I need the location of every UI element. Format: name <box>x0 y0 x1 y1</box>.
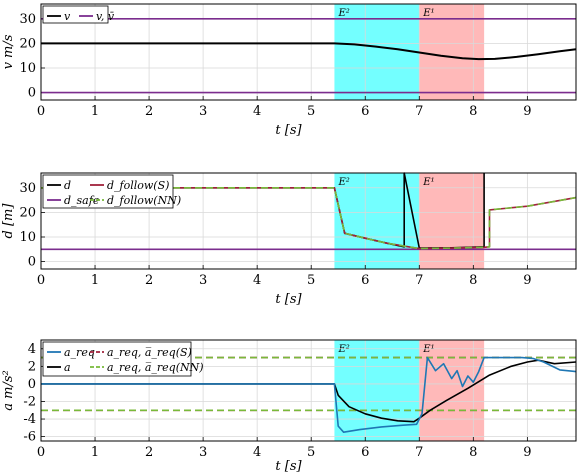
series-line-4 <box>41 187 577 250</box>
x-tick-label: 3 <box>199 104 207 119</box>
legend-entry-label: d_safe <box>64 194 100 207</box>
legend-entry-label: a_req <box>64 346 95 359</box>
y-tick-label: 4 <box>28 342 36 357</box>
x-tick-label: 0 <box>37 104 45 119</box>
series-line-1 <box>41 356 577 434</box>
event-region-label: E² <box>337 344 349 355</box>
y-tick-label: 20 <box>19 205 36 220</box>
y-tick-label: 30 <box>19 12 36 27</box>
legend-entry-label: d <box>64 179 71 192</box>
x-axis-label: t [s] <box>275 123 302 138</box>
x-tick-label: 3 <box>199 445 207 460</box>
legend-entry-label: a_req, a̅_req(NN) <box>107 361 204 374</box>
plot-area <box>41 4 576 100</box>
legend-entry-label: d_follow(S) <box>107 179 169 192</box>
plot-frame <box>40 3 577 101</box>
x-tick-label: 4 <box>253 445 261 460</box>
event-region-label: E¹ <box>422 344 434 355</box>
legend-entry-label: d_follow(NN) <box>107 194 181 207</box>
y-tick-label: 0 <box>28 377 36 392</box>
x-tick-label: 1 <box>91 273 99 288</box>
x-axis-label: t [s] <box>275 292 302 307</box>
x-axis-label: t [s] <box>275 459 302 474</box>
chart-panel-1: E² E¹ 0 1 2 3 4 5 6 7 8 9 0 10 20 30 v v, v̄ t [s] v m/s <box>1 3 577 138</box>
x-tick-label: 8 <box>469 445 477 460</box>
y-tick-label: 10 <box>19 230 36 245</box>
x-tick-label: 2 <box>145 273 153 288</box>
legend-box <box>42 341 192 377</box>
plot-frame <box>40 172 577 270</box>
x-tick-label: 6 <box>361 104 369 119</box>
event-region-label: E² <box>337 177 349 188</box>
chart-panel-3: E² E¹ 0 1 2 3 4 5 6 7 8 9 -6 -4 -2 0 2 4 a_req a_req, a̅_re… <box>1 339 577 474</box>
y-axis-label: d [m] <box>1 203 16 239</box>
y-tick-label: 0 <box>28 255 36 270</box>
x-tick-label: 8 <box>469 273 477 288</box>
y-tick-label: 0 <box>28 86 36 101</box>
x-tick-label: 5 <box>307 445 315 460</box>
x-tick-label: 7 <box>415 104 423 119</box>
series-line-4 <box>41 359 577 423</box>
series-line-1 <box>41 42 577 61</box>
x-tick-label: 9 <box>523 273 531 288</box>
y-axis-label: a m/s² <box>1 370 16 410</box>
x-tick-label: 9 <box>523 445 531 460</box>
y-tick-label: 10 <box>19 61 36 76</box>
legend-box <box>42 5 109 24</box>
x-tick-label: 9 <box>523 104 531 119</box>
x-tick-label: 3 <box>199 273 207 288</box>
x-tick-label: 5 <box>307 104 315 119</box>
event-region-1 <box>334 340 420 441</box>
event-region-label: E¹ <box>422 177 434 188</box>
x-tick-label: 2 <box>145 104 153 119</box>
x-tick-label: 0 <box>37 445 45 460</box>
event-region-2 <box>419 340 485 441</box>
y-axis-label: v m/s <box>1 34 16 69</box>
x-tick-label: 7 <box>415 273 423 288</box>
legend-box <box>42 174 174 209</box>
y-tick-label: 30 <box>19 181 36 196</box>
x-tick-label: 0 <box>37 273 45 288</box>
legend-entry-label: v <box>64 10 71 23</box>
legend-entry-label: v, v̄ <box>96 10 115 23</box>
x-tick-label: 1 <box>91 445 99 460</box>
y-tick-label: 20 <box>19 36 36 51</box>
x-tick-label: 8 <box>469 104 477 119</box>
y-tick-label: 2 <box>28 359 36 374</box>
plot-frame <box>40 339 577 442</box>
x-tick-label: 4 <box>253 104 261 119</box>
event-region-1 <box>334 4 420 100</box>
y-tick-label: -2 <box>23 394 36 409</box>
x-tick-label: 2 <box>145 445 153 460</box>
y-tick-label: -6 <box>23 430 36 445</box>
legend-entry-label: a <box>64 361 71 374</box>
x-tick-label: 7 <box>415 445 423 460</box>
legend-entry-label: a_req, a̅_req(S) <box>107 346 192 359</box>
x-tick-label: 6 <box>361 445 369 460</box>
x-tick-label: 4 <box>253 273 261 288</box>
event-region-label: E² <box>337 8 349 19</box>
y-tick-label: -4 <box>23 412 36 427</box>
x-tick-label: 5 <box>307 273 315 288</box>
event-region-label: E¹ <box>422 8 434 19</box>
event-region-1 <box>334 173 420 269</box>
x-tick-label: 1 <box>91 104 99 119</box>
x-tick-label: 6 <box>361 273 369 288</box>
